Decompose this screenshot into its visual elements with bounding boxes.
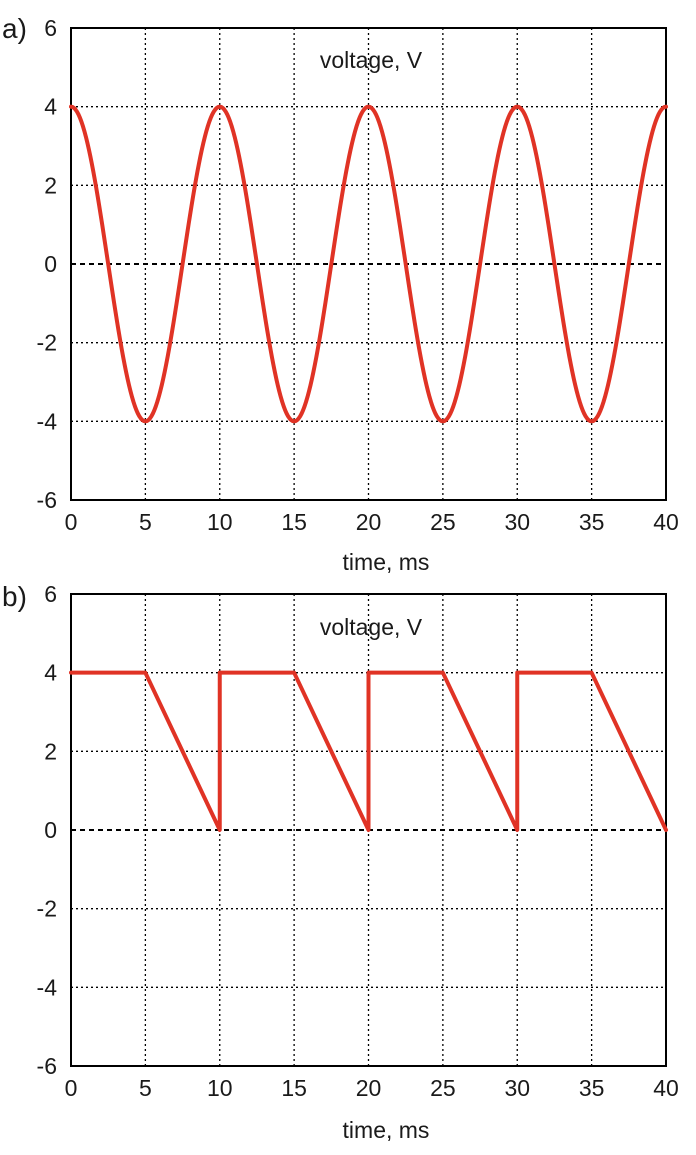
series-line-0 [69,104,668,424]
x-axis-label: time, ms [343,1117,430,1143]
y-tick-label: 0 [44,817,57,843]
y-tick-label: 6 [44,15,57,41]
series-line-0 [69,670,668,832]
chart-title: voltage, V [320,47,423,73]
x-tick-label: 40 [653,1075,679,1101]
x-tick-label: 15 [281,1075,307,1101]
x-tick-label: 20 [356,509,382,535]
x-tick-label: 10 [207,1075,233,1101]
y-tick-label: -6 [37,487,57,513]
y-tick-label: -4 [37,408,58,434]
y-tick-label: 4 [44,660,57,686]
y-tick-label: -4 [37,974,58,1000]
chart-title: voltage, V [320,614,423,640]
x-tick-label: 5 [139,1075,152,1101]
x-tick-label: 0 [65,509,78,535]
y-tick-label: 6 [44,581,57,607]
x-tick-label: 35 [579,509,605,535]
x-axis-label: time, ms [343,549,430,575]
y-tick-label: -6 [37,1053,57,1079]
x-tick-label: 30 [504,509,530,535]
y-tick-label: -2 [37,896,57,922]
x-tick-label: 15 [281,509,307,535]
y-tick-label: 2 [44,738,57,764]
x-tick-label: 35 [579,1075,605,1101]
x-tick-label: 25 [430,1075,456,1101]
x-tick-label: 10 [207,509,233,535]
x-tick-label: 5 [139,509,152,535]
plot-frame [70,27,667,501]
y-tick-label: 0 [44,251,57,277]
panel-label: b) [2,581,27,612]
y-tick-label: -2 [37,330,57,356]
x-tick-label: 0 [65,1075,78,1101]
x-tick-label: 20 [356,1075,382,1101]
y-tick-label: 4 [44,94,57,120]
x-tick-label: 25 [430,509,456,535]
x-tick-label: 40 [653,509,679,535]
x-tick-label: 30 [504,1075,530,1101]
y-tick-label: 2 [44,172,57,198]
panel-label: a) [2,13,27,44]
